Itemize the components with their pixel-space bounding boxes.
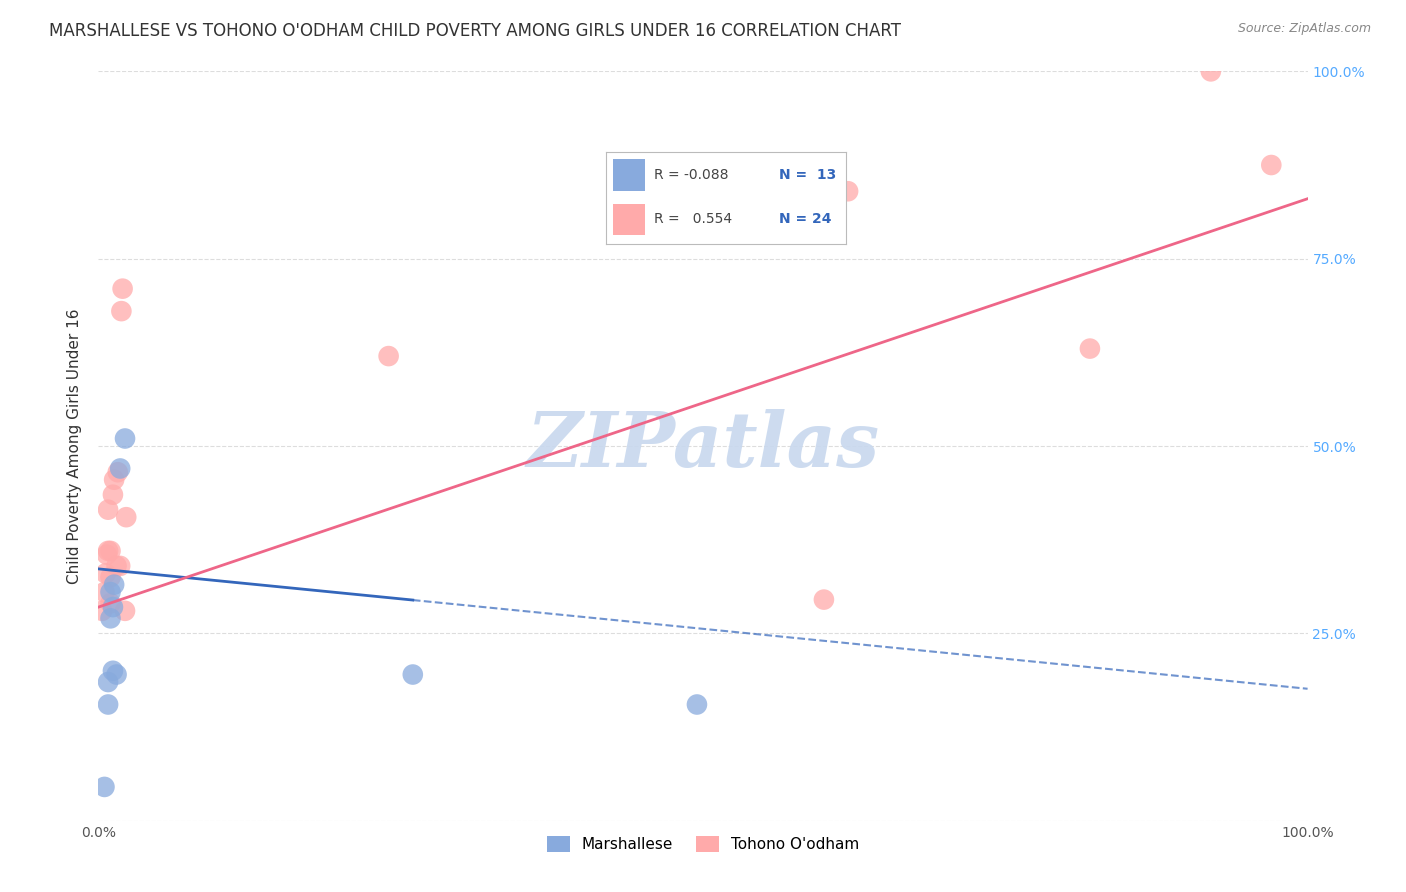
Point: [94, 566, 117, 581]
Point: [101, 600, 124, 615]
Point: [686, 698, 709, 712]
Point: [105, 558, 128, 573]
Point: [115, 510, 138, 524]
Point: [93, 585, 115, 599]
Point: [97, 675, 120, 690]
Point: [100, 544, 122, 558]
Point: [97, 698, 120, 712]
Point: [402, 667, 425, 681]
Point: [377, 349, 399, 363]
Point: [1199, 64, 1222, 78]
Point: [1078, 342, 1101, 356]
Point: [91, 604, 114, 618]
Point: [101, 488, 124, 502]
Point: [1260, 158, 1282, 172]
Point: [108, 461, 131, 475]
Point: [96, 548, 118, 562]
Point: [101, 664, 124, 678]
Bar: [613, 203, 644, 235]
Point: [93, 780, 115, 794]
Point: [114, 432, 136, 446]
Bar: [613, 159, 644, 191]
Y-axis label: Child Poverty Among Girls Under 16: Child Poverty Among Girls Under 16: [67, 309, 83, 583]
Legend: Marshallese, Tohono O'odham: Marshallese, Tohono O'odham: [540, 830, 866, 858]
Point: [114, 604, 136, 618]
Point: [837, 184, 859, 198]
Text: R =   0.554: R = 0.554: [654, 212, 733, 227]
Text: N = 24: N = 24: [779, 212, 831, 227]
Point: [97, 502, 120, 516]
Point: [107, 465, 129, 479]
Point: [111, 282, 134, 296]
Point: [110, 304, 132, 318]
Text: ZIPatlas: ZIPatlas: [526, 409, 880, 483]
Point: [103, 577, 125, 591]
Text: Source: ZipAtlas.com: Source: ZipAtlas.com: [1237, 22, 1371, 36]
Text: MARSHALLESE VS TOHONO O'ODHAM CHILD POVERTY AMONG GIRLS UNDER 16 CORRELATION CHA: MARSHALLESE VS TOHONO O'ODHAM CHILD POVE…: [49, 22, 901, 40]
Point: [100, 611, 122, 625]
Text: N =  13: N = 13: [779, 168, 837, 182]
Text: R = -0.088: R = -0.088: [654, 168, 728, 182]
Point: [103, 473, 125, 487]
Point: [97, 544, 120, 558]
Point: [105, 667, 128, 681]
Point: [813, 592, 835, 607]
Point: [100, 570, 122, 584]
Point: [108, 558, 131, 573]
Point: [100, 596, 122, 610]
Point: [100, 585, 122, 599]
